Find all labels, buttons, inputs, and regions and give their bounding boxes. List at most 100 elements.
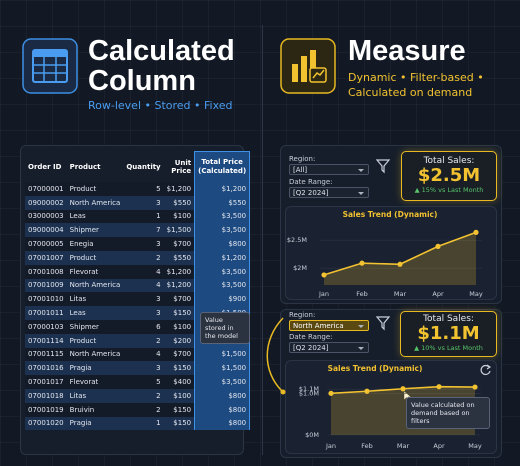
chart-title: Sales Trend (Dynamic) <box>343 210 438 219</box>
column-header: Total Price (Calculated) <box>194 151 251 182</box>
x-tick-label: May <box>468 442 482 450</box>
table-cell: $900 <box>194 292 251 307</box>
table-cell: 1 <box>123 416 164 431</box>
table-cell: 5 <box>123 375 164 389</box>
title-line: Calculated <box>88 35 235 67</box>
region-select[interactable]: North America <box>289 320 369 331</box>
table-cell: $550 <box>194 195 251 210</box>
table-cell: Flevorat <box>66 264 124 279</box>
table-row: 07001020 Pragia 1 $150 $800 <box>25 416 251 431</box>
table-cell: 07001009 <box>25 278 67 293</box>
table-cell: $700 <box>163 347 195 362</box>
table-cell: 07001020 <box>25 416 67 431</box>
table-cell: $3,500 <box>194 278 251 293</box>
x-tick-label: Mar <box>397 442 410 450</box>
table-cell: 07001010 <box>25 292 67 307</box>
point <box>321 272 327 278</box>
kpi-card: Total Sales: $1.1M ▲ 10% vs Last Month <box>400 311 497 357</box>
table-cell: $100 <box>163 388 195 403</box>
table-row: 07001018 Litas 2 $100 $800 <box>25 388 251 403</box>
point <box>364 388 370 394</box>
subtitle-line: Dynamic • Filter-based • <box>348 71 484 84</box>
y-tick-label: $0M <box>305 431 319 439</box>
table-cell: $550 <box>163 250 195 265</box>
table-cell: 2 <box>123 333 164 348</box>
table-cell: 07000005 <box>25 237 67 251</box>
table-cell: $100 <box>163 319 195 334</box>
chart-card <box>285 206 497 300</box>
table-cell: 07001115 <box>25 347 67 362</box>
table-cell: Product <box>66 250 124 265</box>
table-cell: Litas <box>66 292 124 307</box>
table-cell: Flevorat <box>66 375 124 389</box>
table-panel: Order ID Product Quantity Unit Price Total P… <box>20 145 251 455</box>
table-row: 09000002 North America 3 $550 $550 <box>25 195 251 210</box>
table-cell: $1,500 <box>194 361 251 376</box>
table-cell: North America <box>66 278 124 293</box>
kpi-value: $2.5M <box>417 165 481 186</box>
table-cell: 07001008 <box>25 264 67 279</box>
table-row: 03000003 Leas 1 $100 $3,500 <box>25 209 251 224</box>
x-tick-label: May <box>469 290 483 298</box>
subtitle: Row-level • Stored • Fixed <box>88 99 233 112</box>
filter-label: Date Range: <box>289 333 333 341</box>
area <box>324 232 476 285</box>
table-cell: 07001114 <box>25 333 67 348</box>
table-row: 07001009 North America 4 $1,200 $3,500 <box>25 278 251 293</box>
x-tick-label: Jan <box>318 290 329 298</box>
filter-icon[interactable] <box>375 315 391 331</box>
table-cell: $700 <box>163 237 195 251</box>
table-cell: 09000004 <box>25 223 67 238</box>
table-cell: 07001016 <box>25 361 67 376</box>
table-cell: $150 <box>163 306 195 320</box>
refresh-icon[interactable] <box>480 364 492 375</box>
table-cell: $800 <box>194 402 251 417</box>
table-cell: $1,200 <box>163 182 195 196</box>
table-row: 07001019 Bruivin 2 $150 $800 <box>25 402 251 417</box>
table-cell: Leas <box>66 209 124 224</box>
subtitle-line: Calculated on demand <box>348 86 473 99</box>
table-cell: North America <box>66 347 124 362</box>
table-cell: 2 <box>123 402 164 417</box>
table-cell: $800 <box>194 416 251 431</box>
table-cell: 1 <box>123 209 164 224</box>
region-select[interactable]: [All] <box>289 164 369 175</box>
table-cell: 3 <box>123 306 164 320</box>
table-cell: 3 <box>123 195 164 210</box>
column-header: Unit Price <box>171 158 192 175</box>
measure-icon <box>280 38 336 94</box>
table-row: 09000004 Shipmer 7 $1,500 $3,500 <box>25 223 251 238</box>
table-cell: 6 <box>123 319 164 334</box>
kpi-change: ▲ 10% vs Last Month <box>414 344 483 352</box>
kpi-label: Total Sales: <box>423 156 475 166</box>
x-tick-label: Feb <box>356 290 368 298</box>
date-select[interactable]: [Q2 2024] <box>289 342 369 353</box>
x-tick-label: Jan <box>325 442 336 450</box>
table-row: 07001016 Pragia 3 $150 $1,500 <box>25 361 251 376</box>
point <box>436 384 442 390</box>
filter-label: Region: <box>289 155 316 163</box>
table-cell: 07000001 <box>25 182 67 196</box>
table-cell: $1,200 <box>163 278 195 293</box>
filter-label: Date Range: <box>289 178 333 186</box>
table-cell: $1,500 <box>163 223 195 238</box>
header-row: Order ID Product Quantity Unit Price Total P… <box>25 151 251 182</box>
point <box>473 229 479 235</box>
point <box>328 390 334 396</box>
column-header: Product <box>69 162 101 171</box>
connector <box>266 317 284 393</box>
table-cell: Product <box>66 333 124 348</box>
table-row: 07001010 Litas 3 $700 $900 <box>25 292 251 307</box>
table-cell: $3,500 <box>194 264 251 279</box>
filter-icon[interactable] <box>375 158 391 174</box>
table-cell: $700 <box>163 292 195 307</box>
table-cell: 09000002 <box>25 195 67 210</box>
table-cell: 07001007 <box>25 250 67 265</box>
tooltip: Value calculated on demand based on filt… <box>406 397 490 429</box>
table-row: 07001008 Flevorat 4 $1,200 $3,500 <box>25 264 251 279</box>
table-cell: $3,500 <box>194 375 251 389</box>
table-cell: $400 <box>163 375 195 389</box>
table-cell: $1,200 <box>194 250 251 265</box>
date-select[interactable]: [Q2 2024] <box>289 187 369 198</box>
kpi-card: Total Sales: $2.5M ▲ 15% vs Last Month <box>401 151 497 201</box>
